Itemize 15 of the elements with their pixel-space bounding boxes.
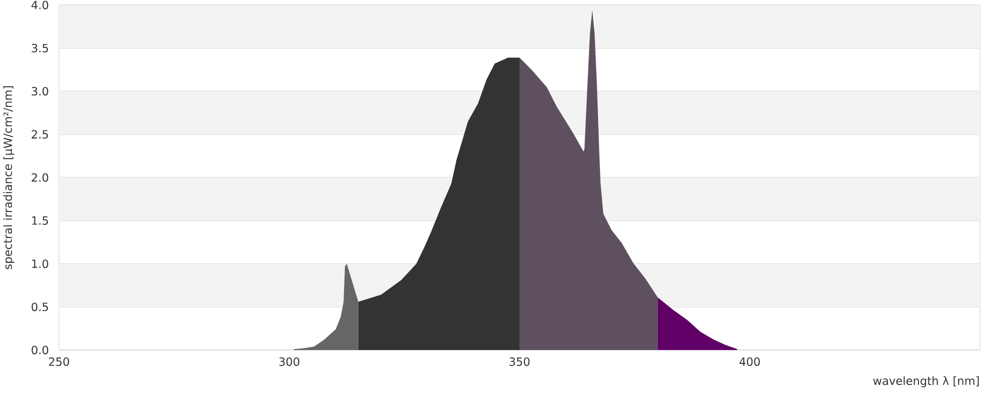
x-tick-label: 300 (279, 357, 300, 366)
y-tick-label: 1.5 (32, 216, 48, 225)
y-tick-label: 2.0 (32, 173, 48, 182)
y-tick-label: 2.5 (32, 130, 48, 139)
y-tick-label: 3.0 (32, 86, 48, 96)
y-tick-label: 0.0 (32, 346, 48, 354)
x-tick-label: 250 (49, 357, 70, 366)
y-tick-label: 3.5 (32, 44, 48, 52)
x-tick-label: 400 (739, 357, 760, 366)
x-axis-title: wavelength λ [nm] (873, 376, 979, 388)
x-tick-label: 350 (510, 357, 530, 366)
y-axis-title: spectral irradiance [µW/cm²/nm] (3, 86, 14, 270)
y-tick-label: 0.5 (32, 302, 48, 312)
y-tick-label: 1.0 (32, 259, 48, 268)
y-tick-label: 4.0 (31, 0, 48, 10)
